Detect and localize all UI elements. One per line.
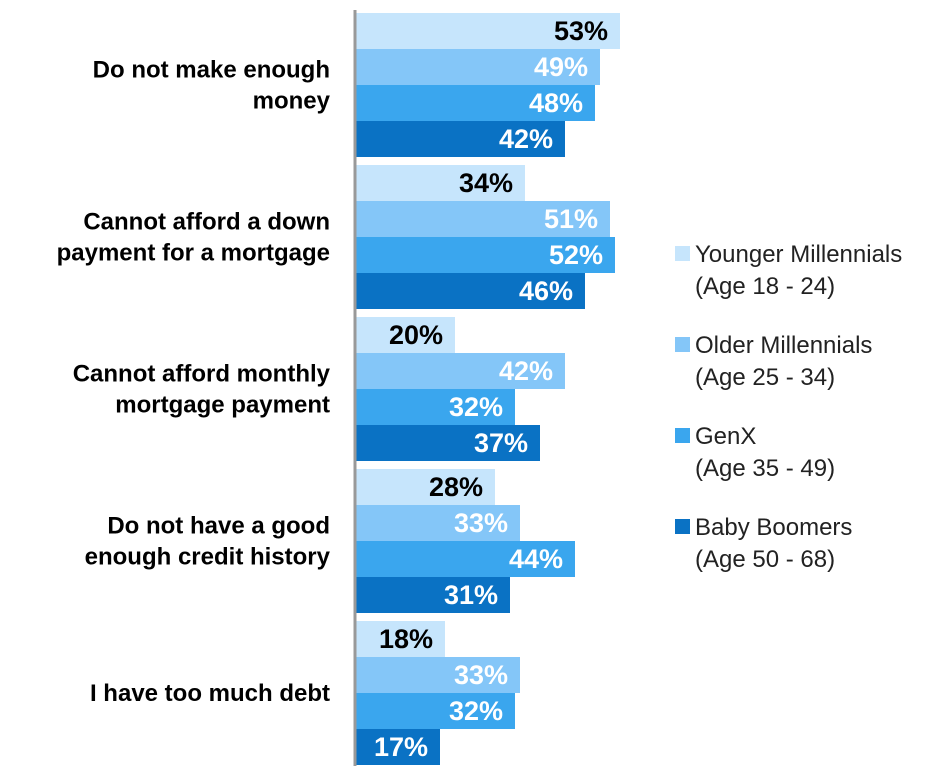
legend-item-younger-millennials: Younger Millennials (Age 18 - 24) [675, 241, 902, 300]
bar-younger-millennials-5 [355, 621, 445, 657]
data-label-baby-boomers-1: 42% [499, 124, 553, 154]
bar-genx-5 [355, 693, 515, 729]
legend-item-baby-boomers: Baby Boomers (Age 50 - 68) [675, 514, 852, 573]
legend-sublabel: (Age 50 - 68) [695, 546, 835, 573]
legend-swatch [675, 246, 690, 261]
bar-baby-boomers-3 [355, 425, 540, 461]
legend-label: Younger Millennials [695, 241, 902, 268]
bar-younger-millennials-2 [355, 165, 525, 201]
bar-baby-boomers-1 [355, 121, 565, 157]
legend-label: Baby Boomers [695, 514, 852, 541]
data-label-genx-5: 32% [449, 696, 503, 726]
bar-older-millennials-1 [355, 49, 600, 85]
bar-genx-1 [355, 85, 595, 121]
legend-item-older-millennials: Older Millennials (Age 25 - 34) [675, 332, 872, 391]
bar-baby-boomers-2 [355, 273, 585, 309]
bar-older-millennials-4 [355, 505, 520, 541]
data-label-younger-millennials-2: 34% [459, 168, 513, 198]
legend-label: GenX [695, 423, 756, 450]
legend-item-genx: GenX (Age 35 - 49) [675, 423, 835, 482]
legend-swatch [675, 519, 690, 534]
data-label-baby-boomers-2: 46% [519, 276, 573, 306]
bar-younger-millennials-3 [355, 317, 455, 353]
data-label-genx-1: 48% [529, 88, 583, 118]
category-label-1: Do not make enough money [93, 57, 331, 115]
legend-swatch [675, 337, 690, 352]
bar-younger-millennials-4 [355, 469, 495, 505]
bar-genx-3 [355, 389, 515, 425]
data-label-younger-millennials-3: 20% [389, 320, 443, 350]
bars-layer: 53% 49% 48% 42% 34% 51% 52% 46% 20% 42% 32% 37% 28% 3… [355, 13, 620, 765]
bar-younger-millennials-1 [355, 13, 620, 49]
bar-genx-2 [355, 237, 615, 273]
legend-sublabel: (Age 35 - 49) [695, 455, 835, 482]
category-label-4: Do not have a good enough credit history [85, 513, 331, 571]
data-label-genx-4: 44% [509, 544, 563, 574]
legend-sublabel: (Age 25 - 34) [695, 364, 835, 391]
legend: Younger Millennials (Age 18 - 24) Older Mi… [675, 241, 902, 573]
data-label-older-millennials-5: 33% [454, 660, 508, 690]
data-label-younger-millennials-4: 28% [429, 472, 483, 502]
data-label-baby-boomers-5: 17% [374, 732, 428, 762]
data-label-older-millennials-4: 33% [454, 508, 508, 538]
data-label-baby-boomers-4: 31% [444, 580, 498, 610]
data-label-genx-3: 32% [449, 392, 503, 422]
bar-genx-4 [355, 541, 575, 577]
data-label-older-millennials-3: 42% [499, 356, 553, 386]
category-label-5: I have too much debt [90, 680, 330, 707]
bar-older-millennials-5 [355, 657, 520, 693]
category-labels: Do not make enough money Cannot afford a d… [57, 57, 331, 708]
bar-baby-boomers-5 [355, 729, 440, 765]
data-label-baby-boomers-3: 37% [474, 428, 528, 458]
legend-label: Older Millennials [695, 332, 872, 359]
data-label-younger-millennials-1: 53% [554, 16, 608, 46]
legend-sublabel: (Age 18 - 24) [695, 273, 835, 300]
bar-baby-boomers-4 [355, 577, 510, 613]
bar-older-millennials-3 [355, 353, 565, 389]
legend-swatch [675, 428, 690, 443]
category-label-3: Cannot afford monthly mortgage payment [73, 361, 331, 419]
bar-older-millennials-2 [355, 201, 610, 237]
data-label-older-millennials-2: 51% [544, 204, 598, 234]
category-label-2: Cannot afford a down payment for a mortga… [57, 209, 330, 267]
data-label-older-millennials-1: 49% [534, 52, 588, 82]
data-label-younger-millennials-5: 18% [379, 624, 433, 654]
data-label-genx-2: 52% [549, 240, 603, 270]
